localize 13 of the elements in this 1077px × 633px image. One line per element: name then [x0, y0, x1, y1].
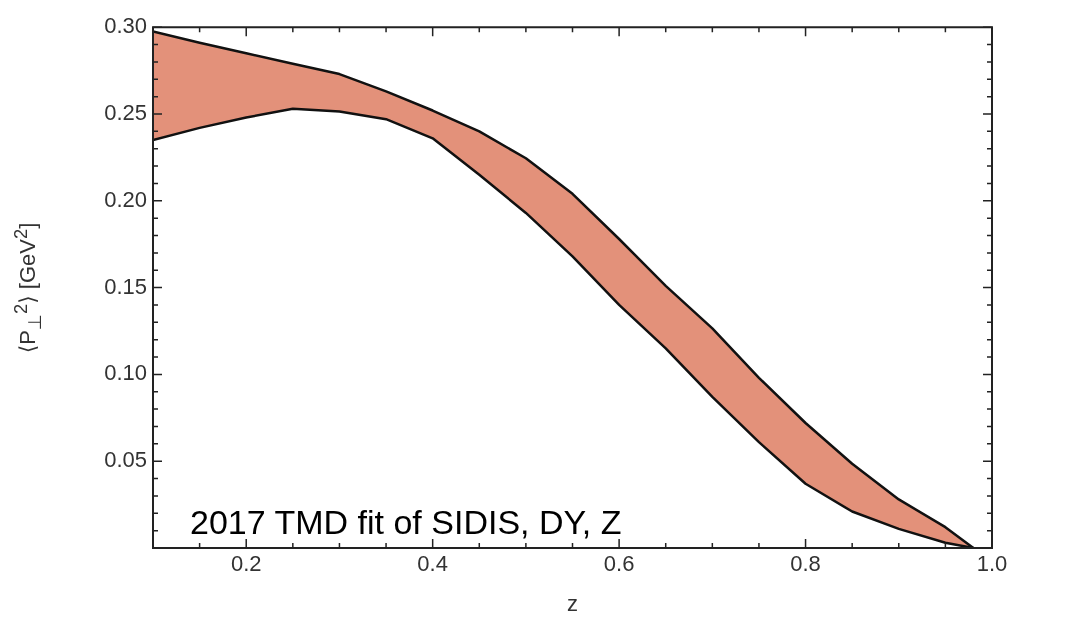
y-tick-label: 0.20 — [104, 186, 147, 212]
x-tick-label: 0.4 — [417, 551, 448, 577]
x-tick-label: 0.8 — [790, 551, 821, 577]
x-tick-label: 0.6 — [603, 551, 635, 577]
x-tick-label: 0.2 — [230, 551, 262, 577]
annotation: 2017 TMD fit of SIDIS, DY, Z — [190, 503, 622, 541]
x-tick-label: 1.0 — [976, 551, 1008, 577]
y-tick-label: 0.05 — [104, 447, 147, 473]
y-tick-label: 0.25 — [104, 100, 147, 126]
y-tick-label: 0.15 — [104, 273, 147, 299]
x-axis-title: z — [567, 590, 578, 616]
y-tick-label: 0.30 — [104, 13, 147, 39]
y-tick-label: 0.10 — [104, 360, 147, 386]
